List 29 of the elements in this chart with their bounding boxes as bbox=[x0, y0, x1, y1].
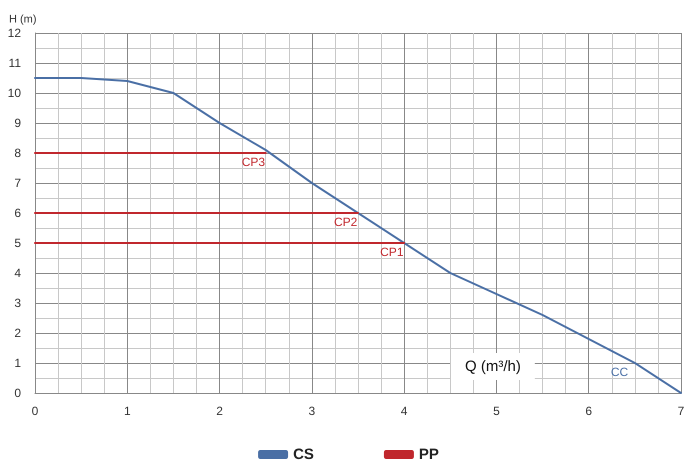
y-tick-label: 7 bbox=[14, 176, 22, 190]
y-tick-label: 8 bbox=[14, 146, 22, 160]
y-tick-label: 5 bbox=[14, 236, 22, 250]
x-tick-label: 5 bbox=[493, 404, 500, 418]
x-tick-label: 1 bbox=[124, 404, 131, 418]
annotation: CP3 bbox=[242, 155, 266, 169]
annotation: CP1 bbox=[380, 245, 404, 259]
x-tick-label: 3 bbox=[308, 404, 316, 418]
x-tick-label: 6 bbox=[585, 404, 592, 418]
y-tick-label: 10 bbox=[8, 86, 22, 100]
y-tick-label: 2 bbox=[14, 326, 22, 340]
y-tick-label: 4 bbox=[14, 266, 22, 280]
y-tick-label: 1 bbox=[14, 356, 22, 370]
legend-label: CS bbox=[293, 446, 314, 463]
annotation: CC bbox=[610, 365, 629, 379]
x-axis-title: Q (m³/h) bbox=[465, 358, 521, 375]
legend-label: PP bbox=[418, 446, 439, 463]
y-tick-label: 12 bbox=[8, 26, 22, 40]
y-tick-label: 0 bbox=[14, 386, 22, 400]
annotation: CP2 bbox=[334, 215, 358, 229]
y-tick-label: 3 bbox=[14, 296, 22, 310]
x-tick-label: 0 bbox=[32, 404, 39, 418]
x-tick-label: 2 bbox=[216, 404, 224, 418]
x-tick-label: 4 bbox=[400, 404, 408, 418]
y-tick-label: 6 bbox=[14, 206, 22, 220]
y-tick-label: 11 bbox=[8, 56, 22, 70]
y-axis-title: H (m) bbox=[9, 14, 36, 26]
y-tick-label: 9 bbox=[14, 116, 22, 130]
x-tick-label: 7 bbox=[678, 404, 685, 418]
